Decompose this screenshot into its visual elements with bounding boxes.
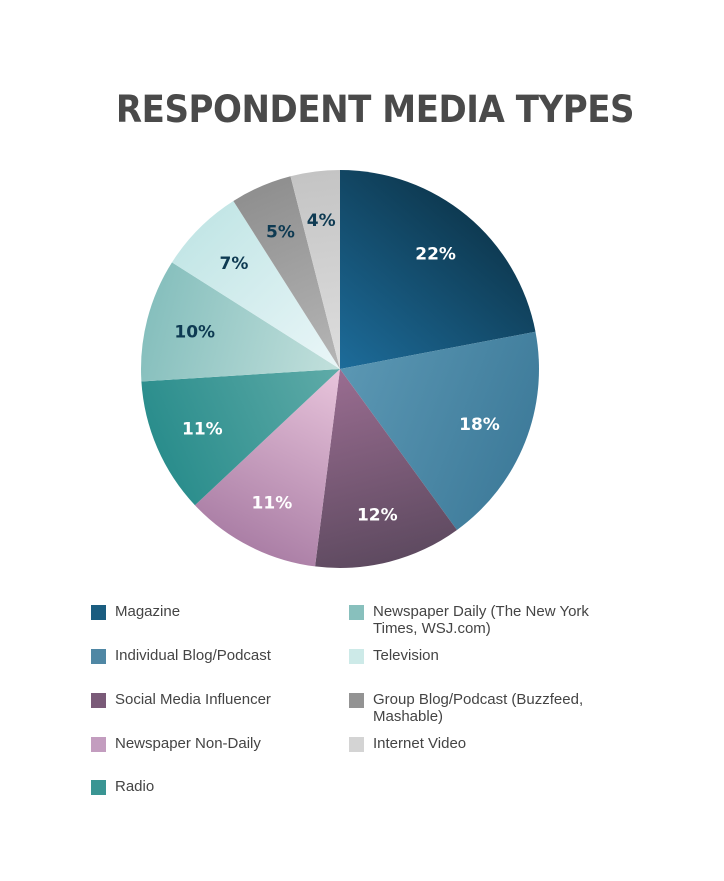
pie-slices xyxy=(141,170,539,568)
pie-slice xyxy=(233,176,340,369)
slice-label: 7% xyxy=(219,254,248,274)
pie-labels: 22% 18% 12% 11% 11% 10% 7% 5% 4% xyxy=(174,211,499,525)
pie-slice xyxy=(194,369,340,567)
slice-label: 4% xyxy=(307,211,336,231)
pie-slice xyxy=(340,331,539,530)
slice-label: 10% xyxy=(174,323,215,343)
slice-label: 11% xyxy=(252,494,293,514)
pie-slice xyxy=(315,369,457,568)
pie-slice xyxy=(290,170,340,369)
pie-slice xyxy=(340,170,536,369)
pie-slice xyxy=(141,369,340,506)
slice-label: 11% xyxy=(182,420,223,440)
pie-slice xyxy=(171,200,340,369)
slice-label: 18% xyxy=(459,415,500,435)
pie-slice xyxy=(141,262,340,382)
chart-title: RESPONDENT MEDIA TYPES xyxy=(115,88,635,131)
slice-label: 22% xyxy=(415,244,456,264)
slice-label: 12% xyxy=(357,505,398,525)
slice-label: 5% xyxy=(266,222,295,242)
